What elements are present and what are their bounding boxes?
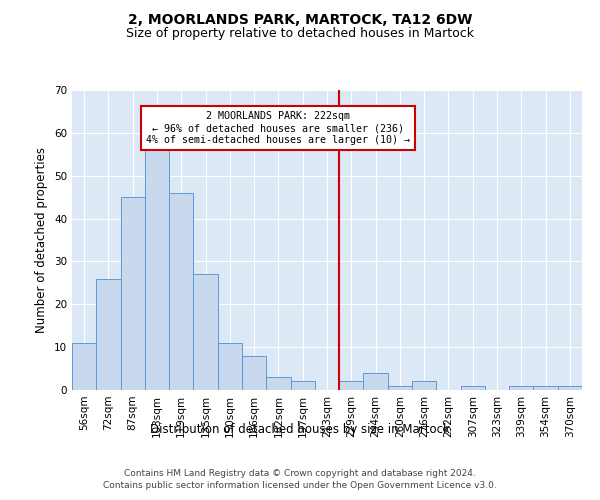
Y-axis label: Number of detached properties: Number of detached properties	[35, 147, 49, 333]
Bar	[290, 382, 315, 390]
Bar	[339, 382, 364, 390]
Bar	[121, 197, 145, 390]
Bar	[218, 343, 242, 390]
Bar	[533, 386, 558, 390]
Bar	[266, 377, 290, 390]
Bar	[169, 193, 193, 390]
Bar	[388, 386, 412, 390]
Bar	[72, 343, 96, 390]
Text: Size of property relative to detached houses in Martock: Size of property relative to detached ho…	[126, 28, 474, 40]
Text: Contains HM Land Registry data © Crown copyright and database right 2024.
Contai: Contains HM Land Registry data © Crown c…	[103, 469, 497, 490]
Bar	[193, 274, 218, 390]
Bar	[509, 386, 533, 390]
Bar	[96, 278, 121, 390]
Bar	[242, 356, 266, 390]
Bar	[558, 386, 582, 390]
Bar	[145, 146, 169, 390]
Bar	[364, 373, 388, 390]
Text: 2 MOORLANDS PARK: 222sqm
← 96% of detached houses are smaller (236)
4% of semi-d: 2 MOORLANDS PARK: 222sqm ← 96% of detach…	[146, 112, 410, 144]
Bar	[461, 386, 485, 390]
Bar	[412, 382, 436, 390]
Text: 2, MOORLANDS PARK, MARTOCK, TA12 6DW: 2, MOORLANDS PARK, MARTOCK, TA12 6DW	[128, 12, 472, 26]
Text: Distribution of detached houses by size in Martock: Distribution of detached houses by size …	[150, 422, 450, 436]
